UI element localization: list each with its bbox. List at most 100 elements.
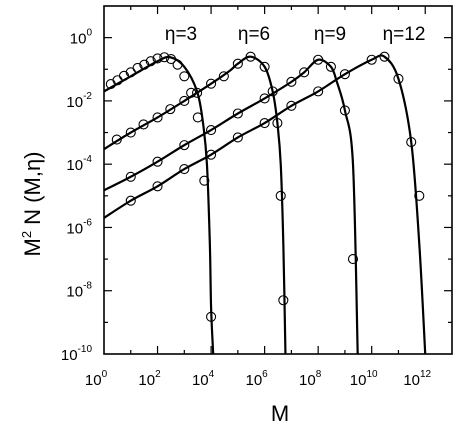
series-layer	[104, 51, 427, 354]
data-point	[232, 58, 243, 69]
x-tick-label: 102	[138, 369, 161, 389]
y-tick-label-exponent: -6	[83, 217, 92, 228]
data-point	[286, 76, 297, 87]
data-point	[245, 51, 256, 62]
data-point	[366, 54, 377, 65]
y-tick-label-exponent: -8	[83, 281, 92, 292]
y-tick-label-base: 10	[70, 31, 87, 48]
x-tick-label-exponent: 8	[316, 369, 322, 380]
plot-frame	[103, 5, 453, 355]
y-tick-label: 10-6	[66, 217, 92, 237]
data-point	[206, 311, 217, 322]
data-point	[313, 86, 324, 97]
data-point	[206, 78, 217, 89]
series-line	[104, 58, 359, 354]
data-point	[199, 175, 210, 186]
series-label: η=3	[165, 24, 197, 45]
x-tick-label-exponent: 2	[155, 369, 161, 380]
data-point	[286, 100, 297, 111]
y-tick-label-exponent: -4	[83, 154, 92, 165]
data-point	[325, 61, 336, 72]
y-tick-label: 10-2	[66, 91, 92, 111]
data-point	[145, 56, 156, 67]
y-axis-title-superscript: 2	[19, 231, 34, 238]
data-point	[339, 105, 350, 116]
y-axis-title: M2 N (M,η)	[19, 151, 45, 256]
data-point	[259, 61, 270, 72]
data-point	[406, 137, 417, 148]
data-point	[339, 69, 350, 80]
data-point	[275, 190, 286, 201]
x-tick-label-exponent: 6	[262, 369, 268, 380]
series-label: η=9	[314, 24, 346, 45]
x-tick-label-base: 10	[403, 372, 420, 389]
data-point	[299, 67, 310, 78]
data-point	[347, 254, 359, 265]
data-point	[132, 62, 143, 74]
data-point	[179, 95, 190, 106]
x-tick-label: 100	[85, 369, 108, 389]
series-3	[104, 54, 359, 354]
x-tick-label-base: 10	[192, 372, 209, 389]
y-axis-title-base: M	[20, 238, 45, 256]
y-tick-label: 10-4	[66, 154, 92, 174]
y-axis-title-rest: N (M,η)	[20, 151, 45, 230]
y-tick-label-base: 10	[66, 284, 83, 301]
data-point	[152, 112, 163, 123]
x-tick-label-base: 10	[138, 372, 155, 389]
y-tick-label-base: 10	[61, 347, 78, 364]
x-tick-label-exponent: 4	[209, 369, 215, 380]
data-point	[159, 52, 170, 63]
series-2	[104, 51, 289, 354]
data-point	[179, 140, 190, 151]
y-tick-label: 100	[70, 28, 93, 48]
x-tick-label-base: 10	[245, 372, 262, 389]
data-point	[111, 134, 122, 145]
y-tick-label-exponent: -10	[78, 344, 93, 355]
data-point	[165, 104, 176, 115]
x-tick-label-exponent: 12	[420, 369, 432, 380]
data-point	[232, 108, 243, 119]
data-point	[179, 164, 190, 175]
data-point	[138, 119, 149, 130]
data-point	[232, 132, 243, 143]
y-tick-label-base: 10	[66, 94, 83, 111]
axes	[103, 5, 453, 355]
data-point	[393, 73, 404, 84]
y-tick-label-base: 10	[66, 157, 83, 174]
x-tick-label-base: 10	[350, 372, 367, 389]
data-point	[218, 71, 229, 82]
x-tick-label-exponent: 0	[102, 369, 108, 380]
y-tick-label-base: 10	[66, 220, 83, 237]
data-point	[313, 54, 324, 65]
x-tick-label-exponent: 10	[366, 369, 378, 380]
y-tick-label: 10-8	[66, 281, 92, 301]
data-point	[272, 117, 283, 129]
data-point	[278, 295, 289, 306]
data-point	[139, 59, 150, 70]
series-line	[104, 54, 427, 354]
data-point	[206, 149, 217, 160]
data-point	[259, 93, 270, 104]
x-tick-label: 1012	[403, 369, 431, 389]
x-tick-label: 106	[245, 369, 268, 389]
x-tick-label: 108	[299, 369, 322, 389]
data-point	[259, 117, 270, 129]
data-point	[379, 51, 390, 62]
y-tick-label-exponent: 0	[86, 28, 92, 39]
x-tick-label-base: 10	[85, 372, 102, 389]
x-axis-title: M	[271, 401, 289, 426]
x-tick-label: 1010	[350, 369, 378, 389]
data-point	[152, 181, 163, 192]
data-point	[125, 171, 136, 182]
data-point	[206, 124, 217, 136]
series-label: η=6	[238, 24, 270, 45]
data-point	[152, 156, 163, 167]
data-point	[172, 59, 183, 70]
y-tick-label: 10-10	[61, 344, 93, 364]
data-point	[125, 127, 136, 138]
series-line	[104, 55, 287, 354]
data-point	[192, 112, 203, 123]
